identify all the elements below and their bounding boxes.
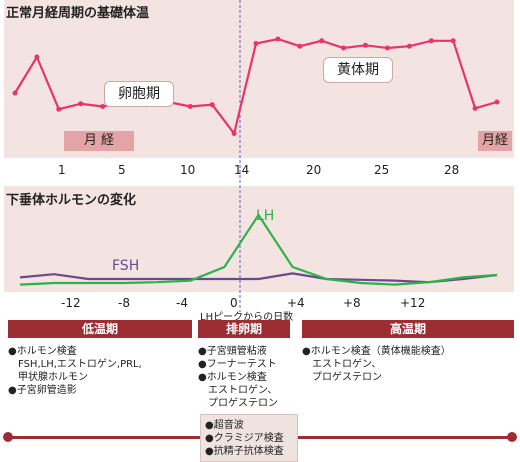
bbt-point xyxy=(231,131,237,136)
lh-axis-caption: LHピークからの日数 xyxy=(200,312,294,323)
list-item: ●超音波 xyxy=(205,420,244,431)
phase-list-low: ●ホルモン検査 FSH,LH,エストロゲン,PRL, 甲状腺ホルモン ●子宮卵管… xyxy=(8,345,142,397)
phase-header-high: 高温期 xyxy=(302,320,514,338)
bbt-point xyxy=(406,43,412,49)
timeline-dot-right xyxy=(507,432,517,442)
lh-day-tick-label: +12 xyxy=(400,296,426,310)
phase-list-ovulation: ●子宮頸管粘液 ●フーナーテスト ●ホルモン検査 エストロゲン、 プロゲステロン xyxy=(198,345,278,410)
list-item: ●子宮頸管粘液 xyxy=(198,346,267,357)
list-item: エストロゲン、 xyxy=(198,385,278,396)
day-tick-label: 20 xyxy=(306,163,322,177)
bbt-point xyxy=(56,106,62,112)
timeline-dot-left xyxy=(3,432,13,442)
list-item: エストロゲン、 xyxy=(302,359,382,370)
bbt-point xyxy=(275,36,281,42)
list-item: 甲状腺ホルモン xyxy=(8,372,88,383)
lh-day-tick-label: -12 xyxy=(61,296,81,310)
day-tick-label: 1 xyxy=(58,163,66,177)
list-item: プロゲステロン xyxy=(302,372,382,383)
bbt-point xyxy=(253,41,259,46)
list-item: FSH,LH,エストロゲン,PRL, xyxy=(8,359,142,370)
bbt-point xyxy=(319,38,325,44)
bbt-point xyxy=(12,90,18,96)
day-tick-label: 28 xyxy=(444,163,460,177)
bbt-point xyxy=(341,45,347,51)
bbt-point xyxy=(297,43,303,49)
lh-day-tick-label: +8 xyxy=(343,296,361,310)
lh-day-tick-label: +4 xyxy=(287,296,305,310)
anytime-box: ●超音波 ●クラミジア検査 ●抗精子抗体検査 xyxy=(200,414,298,462)
bbt-point xyxy=(187,104,193,109)
lh-day-tick-label: 0 xyxy=(230,296,238,310)
list-item: ●フーナーテスト xyxy=(198,359,277,370)
day-tick-label: 5 xyxy=(118,163,126,177)
lh-series-line xyxy=(19,212,498,286)
hormone-panel xyxy=(4,186,514,292)
list-item: ●ホルモン検査 xyxy=(8,346,77,357)
bbt-point xyxy=(363,42,368,48)
fsh-label: FSH xyxy=(112,258,140,274)
phase-header-low: 低温期 xyxy=(8,320,192,338)
lh-day-tick-label: -8 xyxy=(118,296,130,310)
day-tick-label: 10 xyxy=(180,163,196,177)
list-item: ●抗精子抗体検査 xyxy=(205,446,284,457)
day-tick-label: 14 xyxy=(234,163,250,177)
phase-list-high: ●ホルモン検査（黄体機能検査） エストロゲン、 プロゲステロン xyxy=(302,345,451,384)
bbt-point xyxy=(494,99,500,105)
day-tick-label: 25 xyxy=(374,163,390,177)
hormone-title: 下垂体ホルモンの変化 xyxy=(6,193,137,208)
bbt-point xyxy=(209,102,215,108)
list-item: ●ホルモン検査 xyxy=(198,372,267,383)
menses-label: 月 経 xyxy=(64,131,134,151)
list-item: プロゲステロン xyxy=(198,398,278,409)
bbt-series-line xyxy=(14,37,498,137)
bbt-point xyxy=(428,38,434,44)
bbt-point xyxy=(385,45,390,51)
phase-header-ovulation: 排卵期 xyxy=(198,320,290,338)
follicular-phase-label: 卵胞期 xyxy=(104,81,174,107)
menses-label-right: 月経 xyxy=(478,131,512,151)
bbt-point xyxy=(450,38,456,44)
bbt-point xyxy=(100,104,106,109)
list-item: ●ホルモン検査（黄体機能検査） xyxy=(302,346,451,357)
bbt-point xyxy=(472,105,478,111)
fsh-series-line xyxy=(19,272,498,284)
bbt-title: 正常月経周期の基礎体温 xyxy=(6,6,150,21)
bbt-point xyxy=(78,101,84,107)
list-item: ●子宮卵管造影 xyxy=(8,385,77,396)
luteal-phase-label: 黄体期 xyxy=(323,57,393,83)
bbt-point xyxy=(34,54,40,60)
list-item: ●クラミジア検査 xyxy=(205,433,284,444)
lh-label: LH xyxy=(256,208,275,224)
lh-day-tick-label: -4 xyxy=(176,296,188,310)
